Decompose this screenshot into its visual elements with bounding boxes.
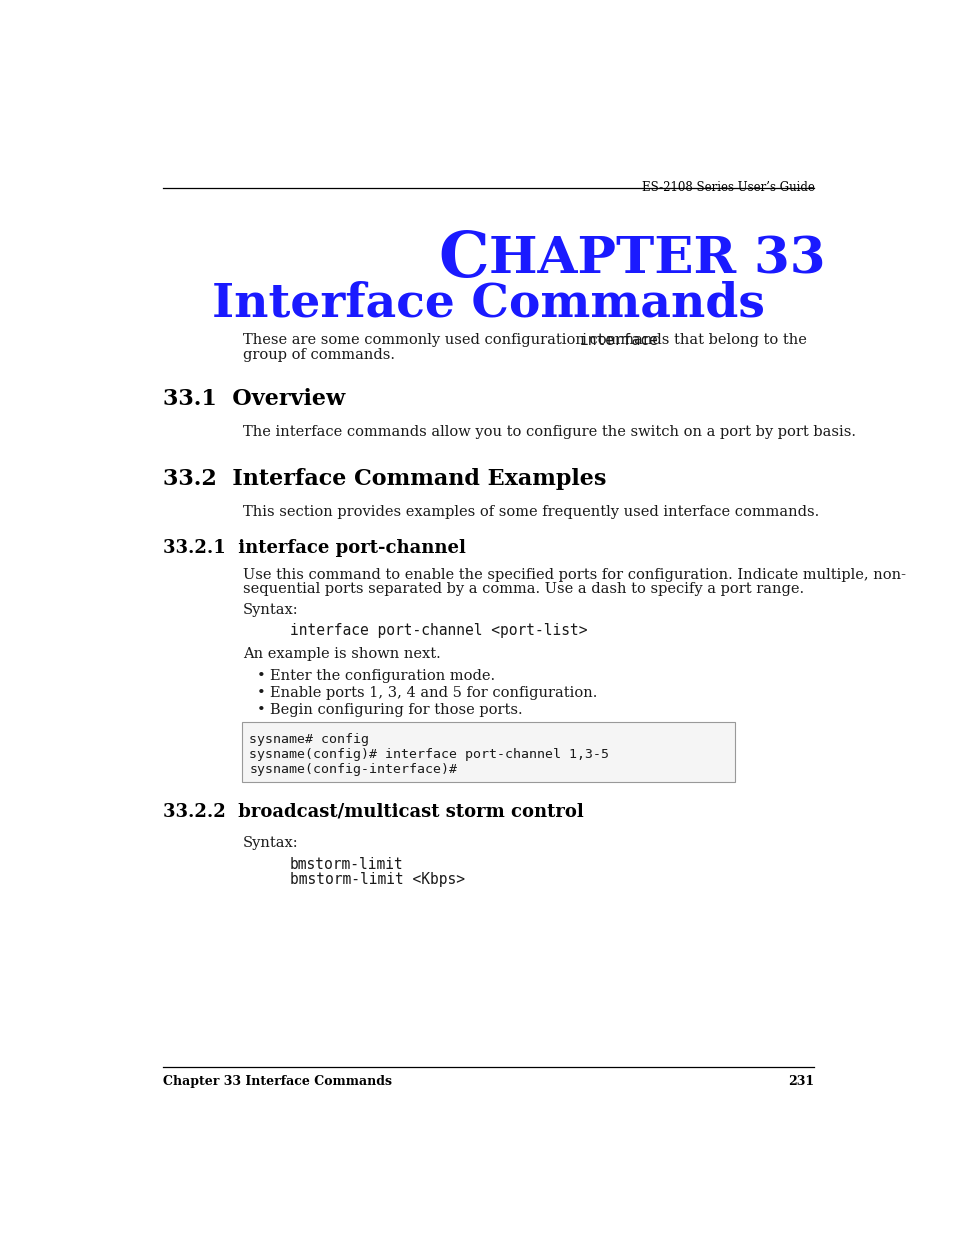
Text: •: • [257,704,266,718]
Text: interface: interface [579,333,658,348]
Text: Chapter 33 Interface Commands: Chapter 33 Interface Commands [163,1074,392,1088]
Text: sysname(config-interface)#: sysname(config-interface)# [249,763,457,777]
Text: interface port-channel <port-list>: interface port-channel <port-list> [290,624,587,638]
Text: These are some commonly used configuration commands that belong to the: These are some commonly used configurati… [243,333,811,347]
Text: group of commands.: group of commands. [243,347,395,362]
Text: An example is shown next.: An example is shown next. [243,647,440,661]
Text: C: C [437,228,488,290]
Text: ES-2108 Series User’s Guide: ES-2108 Series User’s Guide [640,180,814,194]
Text: 33.2.2  broadcast/multicast storm control: 33.2.2 broadcast/multicast storm control [163,803,583,821]
Text: sequential ports separated by a comma. Use a dash to specify a port range.: sequential ports separated by a comma. U… [243,582,803,595]
Text: 33.1  Overview: 33.1 Overview [163,389,345,410]
Text: Interface Commands: Interface Commands [213,280,764,326]
Text: sysname(config)# interface port-channel 1,3-5: sysname(config)# interface port-channel … [249,748,609,761]
Text: bmstorm-limit: bmstorm-limit [290,857,403,872]
Text: Begin configuring for those ports.: Begin configuring for those ports. [270,704,521,718]
Text: 231: 231 [787,1074,814,1088]
Text: HAPTER 33: HAPTER 33 [488,235,824,284]
Text: Use this command to enable the specified ports for configuration. Indicate multi: Use this command to enable the specified… [243,568,905,582]
Text: bmstorm-limit <Kbps>: bmstorm-limit <Kbps> [290,872,464,887]
Text: Enter the configuration mode.: Enter the configuration mode. [270,669,495,683]
Text: 33.2.1  interface port-channel: 33.2.1 interface port-channel [163,540,466,557]
Text: Syntax:: Syntax: [243,603,298,618]
Text: This section provides examples of some frequently used interface commands.: This section provides examples of some f… [243,505,819,519]
Text: sysname# config: sysname# config [249,732,369,746]
FancyBboxPatch shape [241,721,734,782]
Text: The interface commands allow you to configure the switch on a port by port basis: The interface commands allow you to conf… [243,425,856,440]
Text: 33.2  Interface Command Examples: 33.2 Interface Command Examples [163,468,606,490]
Text: Syntax:: Syntax: [243,836,298,850]
Text: •: • [257,687,266,700]
Text: Enable ports 1, 3, 4 and 5 for configuration.: Enable ports 1, 3, 4 and 5 for configura… [270,687,597,700]
Text: •: • [257,669,266,683]
